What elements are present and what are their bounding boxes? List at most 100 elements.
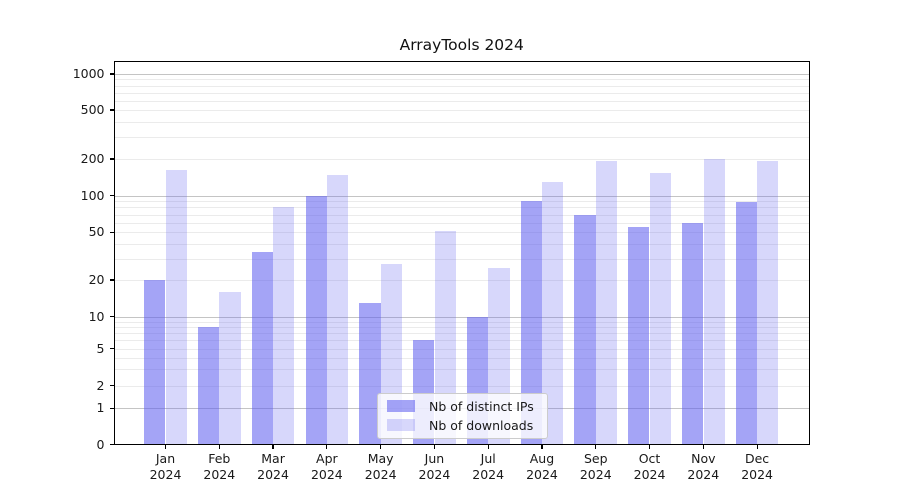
y-tick-mark bbox=[109, 407, 114, 409]
x-tick-label: Aug 2024 bbox=[526, 451, 558, 482]
x-tick-mark bbox=[756, 444, 758, 449]
bar bbox=[757, 161, 779, 445]
bar bbox=[197, 326, 220, 445]
bar bbox=[628, 227, 650, 445]
bar bbox=[520, 201, 542, 445]
bar bbox=[574, 214, 596, 445]
plot-area bbox=[113, 60, 810, 445]
x-tick-mark bbox=[595, 444, 597, 449]
x-tick-mark bbox=[326, 444, 328, 449]
legend-label: Nb of downloads bbox=[429, 417, 534, 433]
bar bbox=[219, 291, 241, 445]
x-tick-mark bbox=[272, 444, 274, 449]
bar bbox=[434, 231, 456, 445]
legend-label: Nb of distinct IPs bbox=[429, 398, 534, 414]
x-tick-mark bbox=[218, 444, 220, 449]
minor-gridline bbox=[113, 137, 810, 139]
minor-gridline bbox=[113, 110, 810, 111]
minor-gridline bbox=[113, 258, 810, 260]
y-tick-mark bbox=[109, 158, 114, 160]
minor-gridline bbox=[113, 201, 810, 203]
minor-gridline bbox=[113, 79, 810, 81]
bar bbox=[359, 302, 381, 445]
bar bbox=[327, 174, 349, 445]
x-tick-label: Nov 2024 bbox=[687, 451, 720, 482]
x-tick-mark bbox=[541, 444, 543, 449]
bar bbox=[165, 170, 187, 445]
y-tick-mark bbox=[109, 73, 114, 75]
y-tick-mark bbox=[109, 279, 114, 281]
x-tick-label: Apr 2024 bbox=[310, 451, 343, 482]
y-tick-label: 2 bbox=[96, 377, 105, 393]
minor-gridline bbox=[113, 385, 810, 387]
bar bbox=[703, 159, 725, 445]
y-tick-mark bbox=[109, 195, 114, 197]
y-tick-label: 0 bbox=[96, 436, 105, 452]
y-tick-mark bbox=[109, 443, 114, 446]
major-gridline bbox=[113, 74, 810, 75]
minor-gridline bbox=[113, 340, 810, 342]
legend-item: Nb of downloads bbox=[387, 418, 538, 433]
minor-gridline bbox=[113, 369, 810, 371]
y-tick-mark bbox=[109, 316, 114, 318]
minor-gridline bbox=[113, 326, 810, 328]
minor-gridline bbox=[113, 92, 810, 94]
y-tick-mark bbox=[109, 231, 114, 233]
y-tick-label: 200 bbox=[80, 151, 105, 166]
x-tick-label: Feb 2024 bbox=[203, 451, 236, 482]
y-tick-label: 20 bbox=[88, 272, 105, 287]
legend-item: Nb of distinct IPs bbox=[387, 399, 538, 414]
x-tick-label: Jul 2024 bbox=[472, 451, 505, 482]
bar bbox=[273, 207, 295, 445]
x-tick-mark bbox=[702, 444, 704, 449]
minor-gridline bbox=[113, 207, 810, 209]
x-tick-label: May 2024 bbox=[364, 451, 397, 482]
x-tick-mark bbox=[648, 444, 651, 449]
x-tick-mark bbox=[380, 444, 382, 449]
x-tick-label: Mar 2024 bbox=[257, 451, 289, 482]
x-tick-mark bbox=[487, 444, 489, 449]
x-tick-label: Jan 2024 bbox=[149, 451, 182, 482]
minor-gridline bbox=[113, 243, 810, 245]
y-tick-label: 10 bbox=[88, 308, 105, 324]
legend-swatch bbox=[387, 399, 415, 413]
legend: Nb of distinct IPs Nb of downloads bbox=[377, 392, 548, 439]
legend-swatch bbox=[387, 418, 415, 432]
minor-gridline bbox=[113, 280, 810, 281]
minor-gridline bbox=[113, 159, 810, 160]
x-tick-label: Dec 2024 bbox=[741, 451, 773, 482]
y-tick-mark bbox=[109, 109, 114, 111]
minor-gridline bbox=[113, 214, 810, 216]
minor-gridline bbox=[113, 333, 810, 335]
x-tick-mark bbox=[164, 444, 167, 449]
bar bbox=[649, 172, 671, 445]
minor-gridline bbox=[113, 357, 810, 359]
y-tick-mark bbox=[109, 347, 114, 350]
x-tick-label: Sep 2024 bbox=[579, 451, 612, 482]
bar bbox=[144, 280, 166, 445]
y-tick-label: 50 bbox=[88, 224, 105, 240]
bar bbox=[305, 195, 327, 445]
y-tick-label: 100 bbox=[80, 187, 105, 203]
bar bbox=[251, 252, 273, 445]
bar bbox=[595, 161, 618, 445]
y-tick-label: 5 bbox=[96, 340, 105, 356]
y-tick-mark bbox=[109, 384, 114, 387]
minor-gridline bbox=[113, 348, 810, 350]
chart-title: ArrayTools 2024 bbox=[399, 36, 524, 54]
y-tick-label: 1000 bbox=[72, 66, 105, 81]
minor-gridline bbox=[113, 121, 810, 123]
y-tick-label: 500 bbox=[80, 102, 105, 117]
minor-gridline bbox=[113, 85, 810, 87]
x-tick-label: Jun 2024 bbox=[418, 451, 451, 482]
major-gridline bbox=[113, 316, 810, 318]
bar bbox=[542, 181, 564, 445]
minor-gridline bbox=[113, 222, 810, 224]
minor-gridline bbox=[113, 100, 810, 102]
x-tick-mark bbox=[433, 444, 435, 449]
x-tick-label: Oct 2024 bbox=[633, 451, 666, 482]
y-tick-label: 1 bbox=[96, 400, 105, 416]
bar bbox=[682, 222, 704, 445]
minor-gridline bbox=[113, 232, 810, 234]
